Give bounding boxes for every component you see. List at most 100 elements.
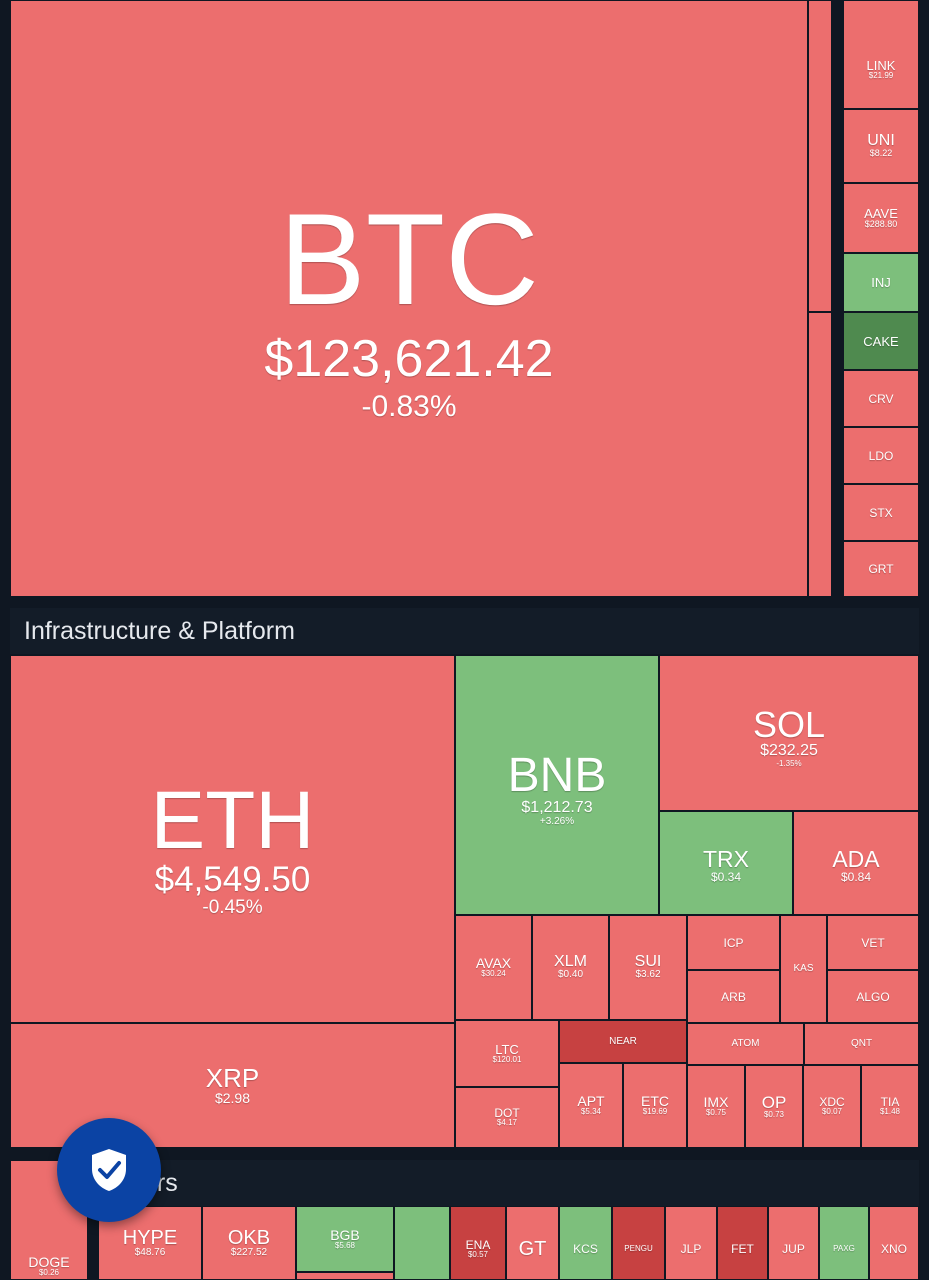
tile-price: $227.52 <box>230 1246 268 1258</box>
tile-price: $0.34 <box>710 870 742 885</box>
tile-tia[interactable]: TIA $1.48 <box>861 1065 919 1148</box>
tile-symbol: JUP <box>782 1242 805 1256</box>
tile-price: $19.69 <box>642 1107 668 1117</box>
tile-crv[interactable]: CRV <box>843 370 919 427</box>
tile-symbol: OKB <box>227 1226 271 1249</box>
tile-bgb[interactable]: BGB $5.68 <box>296 1206 394 1272</box>
tile-symbol: DOT <box>494 1106 520 1121</box>
tile-okb[interactable]: OKB $227.52 <box>202 1206 296 1280</box>
tile-symbol: GRT <box>868 562 894 576</box>
tile-bnb[interactable]: BNB $1,212.73 +3.26% <box>455 655 659 915</box>
tile-qnt[interactable]: QNT <box>804 1023 919 1065</box>
tile-sol[interactable]: SOL $232.25 -1.35% <box>659 655 919 811</box>
tile-symbol: PENGU <box>624 1244 653 1253</box>
tile-symbol: AVAX <box>475 955 512 972</box>
tile-ldo[interactable]: LDO <box>843 427 919 484</box>
tile-price: $288.80 <box>864 218 898 229</box>
tile-small-unlabeled[interactable] <box>394 1206 450 1280</box>
tile-etc[interactable]: ETC $19.69 <box>623 1063 687 1148</box>
tile-symbol: ADA <box>832 846 880 873</box>
tile-btc[interactable]: BTC $123,621.42 -0.83% <box>10 0 808 597</box>
tile-kcs[interactable]: KCS <box>559 1206 612 1280</box>
tile-symbol: KAS <box>793 963 814 974</box>
tile-fet[interactable]: FET <box>717 1206 768 1280</box>
tile-trx[interactable]: TRX $0.34 <box>659 811 793 915</box>
tile-grt[interactable]: GRT <box>843 541 919 597</box>
tile-icp[interactable]: ICP <box>687 915 780 970</box>
tile-link[interactable]: LINK $21.99 <box>843 0 919 109</box>
tile-op[interactable]: OP $0.73 <box>745 1065 803 1148</box>
tile-uni[interactable]: UNI $8.22 <box>843 109 919 183</box>
tile-algo[interactable]: ALGO <box>827 970 919 1023</box>
tile-ena[interactable]: ENA $0.57 <box>450 1206 506 1280</box>
tile-change: -0.45% <box>202 897 263 919</box>
tile-price: $0.07 <box>821 1107 843 1117</box>
tile-arb[interactable]: ARB <box>687 970 780 1023</box>
tile-symbol: XLM <box>554 953 587 971</box>
tile-atom[interactable]: ATOM <box>687 1023 804 1065</box>
tile-stx[interactable]: STX <box>843 484 919 541</box>
tile-change: +3.26% <box>539 816 575 828</box>
tile-price: $21.99 <box>868 70 894 80</box>
tile-ada[interactable]: ADA $0.84 <box>793 811 919 915</box>
tile-gt[interactable]: GT <box>506 1206 559 1280</box>
section-header-others: ers <box>98 1160 919 1206</box>
tile-xdc[interactable]: XDC $0.07 <box>803 1065 861 1148</box>
tile-price: $1.48 <box>879 1107 901 1117</box>
tile-price: $1,212.73 <box>521 799 593 817</box>
tile-symbol: ATOM <box>731 1038 760 1049</box>
tile-symbol: IMX <box>703 1094 729 1111</box>
tile-eth[interactable]: ETH $4,549.50 -0.45% <box>10 655 455 1023</box>
tile-imx[interactable]: IMX $0.75 <box>687 1065 745 1148</box>
tile-aave[interactable]: AAVE $288.80 <box>843 183 919 253</box>
tile-sui[interactable]: SUI $3.62 <box>609 915 687 1020</box>
tile-symbol: ENA <box>465 1237 491 1252</box>
tile-price: $0.57 <box>467 1249 489 1259</box>
tile-near[interactable]: NEAR <box>559 1020 687 1063</box>
tile-price: $0.73 <box>763 1109 785 1119</box>
tile-price: $0.75 <box>705 1108 727 1118</box>
tile-symbol: LINK <box>866 57 896 73</box>
tile-vet[interactable]: VET <box>827 915 919 970</box>
tile-price: $2.98 <box>214 1090 251 1107</box>
tile-symbol: ETH <box>150 774 315 866</box>
tile-symbol: BGB <box>330 1226 360 1243</box>
tile-price: $232.25 <box>760 742 818 760</box>
tile-symbol: APT <box>577 1093 605 1110</box>
tile-small-unlabeled[interactable] <box>296 1272 394 1280</box>
tile-symbol: VET <box>861 935 885 950</box>
tile-pengu[interactable]: PENGU <box>612 1206 665 1280</box>
tile-price: $0.84 <box>840 870 872 885</box>
tile-dot[interactable]: DOT $4.17 <box>455 1087 559 1148</box>
tile-jup[interactable]: JUP <box>768 1206 819 1280</box>
tile-jlp[interactable]: JLP <box>665 1206 717 1280</box>
tile-symbol: OP <box>761 1092 787 1112</box>
tile-price: $3.62 <box>635 969 661 981</box>
tile-price: $4.17 <box>496 1118 518 1128</box>
tile-symbol: ICP <box>723 935 744 950</box>
tile-symbol: NEAR <box>609 1035 637 1047</box>
tile-avax[interactable]: AVAX $30.24 <box>455 915 532 1020</box>
tile-symbol: TIA <box>880 1095 900 1110</box>
tile-symbol: STX <box>869 505 893 520</box>
tile-small-unlabeled[interactable] <box>808 312 832 597</box>
tile-kas[interactable]: KAS <box>780 915 827 1023</box>
tile-symbol: ETC <box>641 1093 669 1110</box>
tile-small-unlabeled[interactable] <box>808 0 832 312</box>
tile-price: $123,621.42 <box>264 330 554 389</box>
tile-ltc[interactable]: LTC $120.01 <box>455 1020 559 1087</box>
tile-cake[interactable]: CAKE <box>843 312 919 370</box>
security-shield-button[interactable] <box>57 1118 161 1222</box>
tile-paxg[interactable]: PAXG <box>819 1206 869 1280</box>
tile-symbol: BNB <box>507 749 607 803</box>
tile-xno[interactable]: XNO <box>869 1206 919 1280</box>
tile-price: $8.22 <box>869 148 893 159</box>
tile-symbol: LDO <box>868 448 894 463</box>
tile-symbol: SUI <box>634 953 662 971</box>
tile-apt[interactable]: APT $5.34 <box>559 1063 623 1148</box>
shield-check-icon <box>92 1149 126 1191</box>
tile-xlm[interactable]: XLM $0.40 <box>532 915 609 1020</box>
tile-symbol: PAXG <box>833 1244 855 1253</box>
tile-symbol: XNO <box>880 1242 907 1256</box>
tile-inj[interactable]: INJ <box>843 253 919 312</box>
